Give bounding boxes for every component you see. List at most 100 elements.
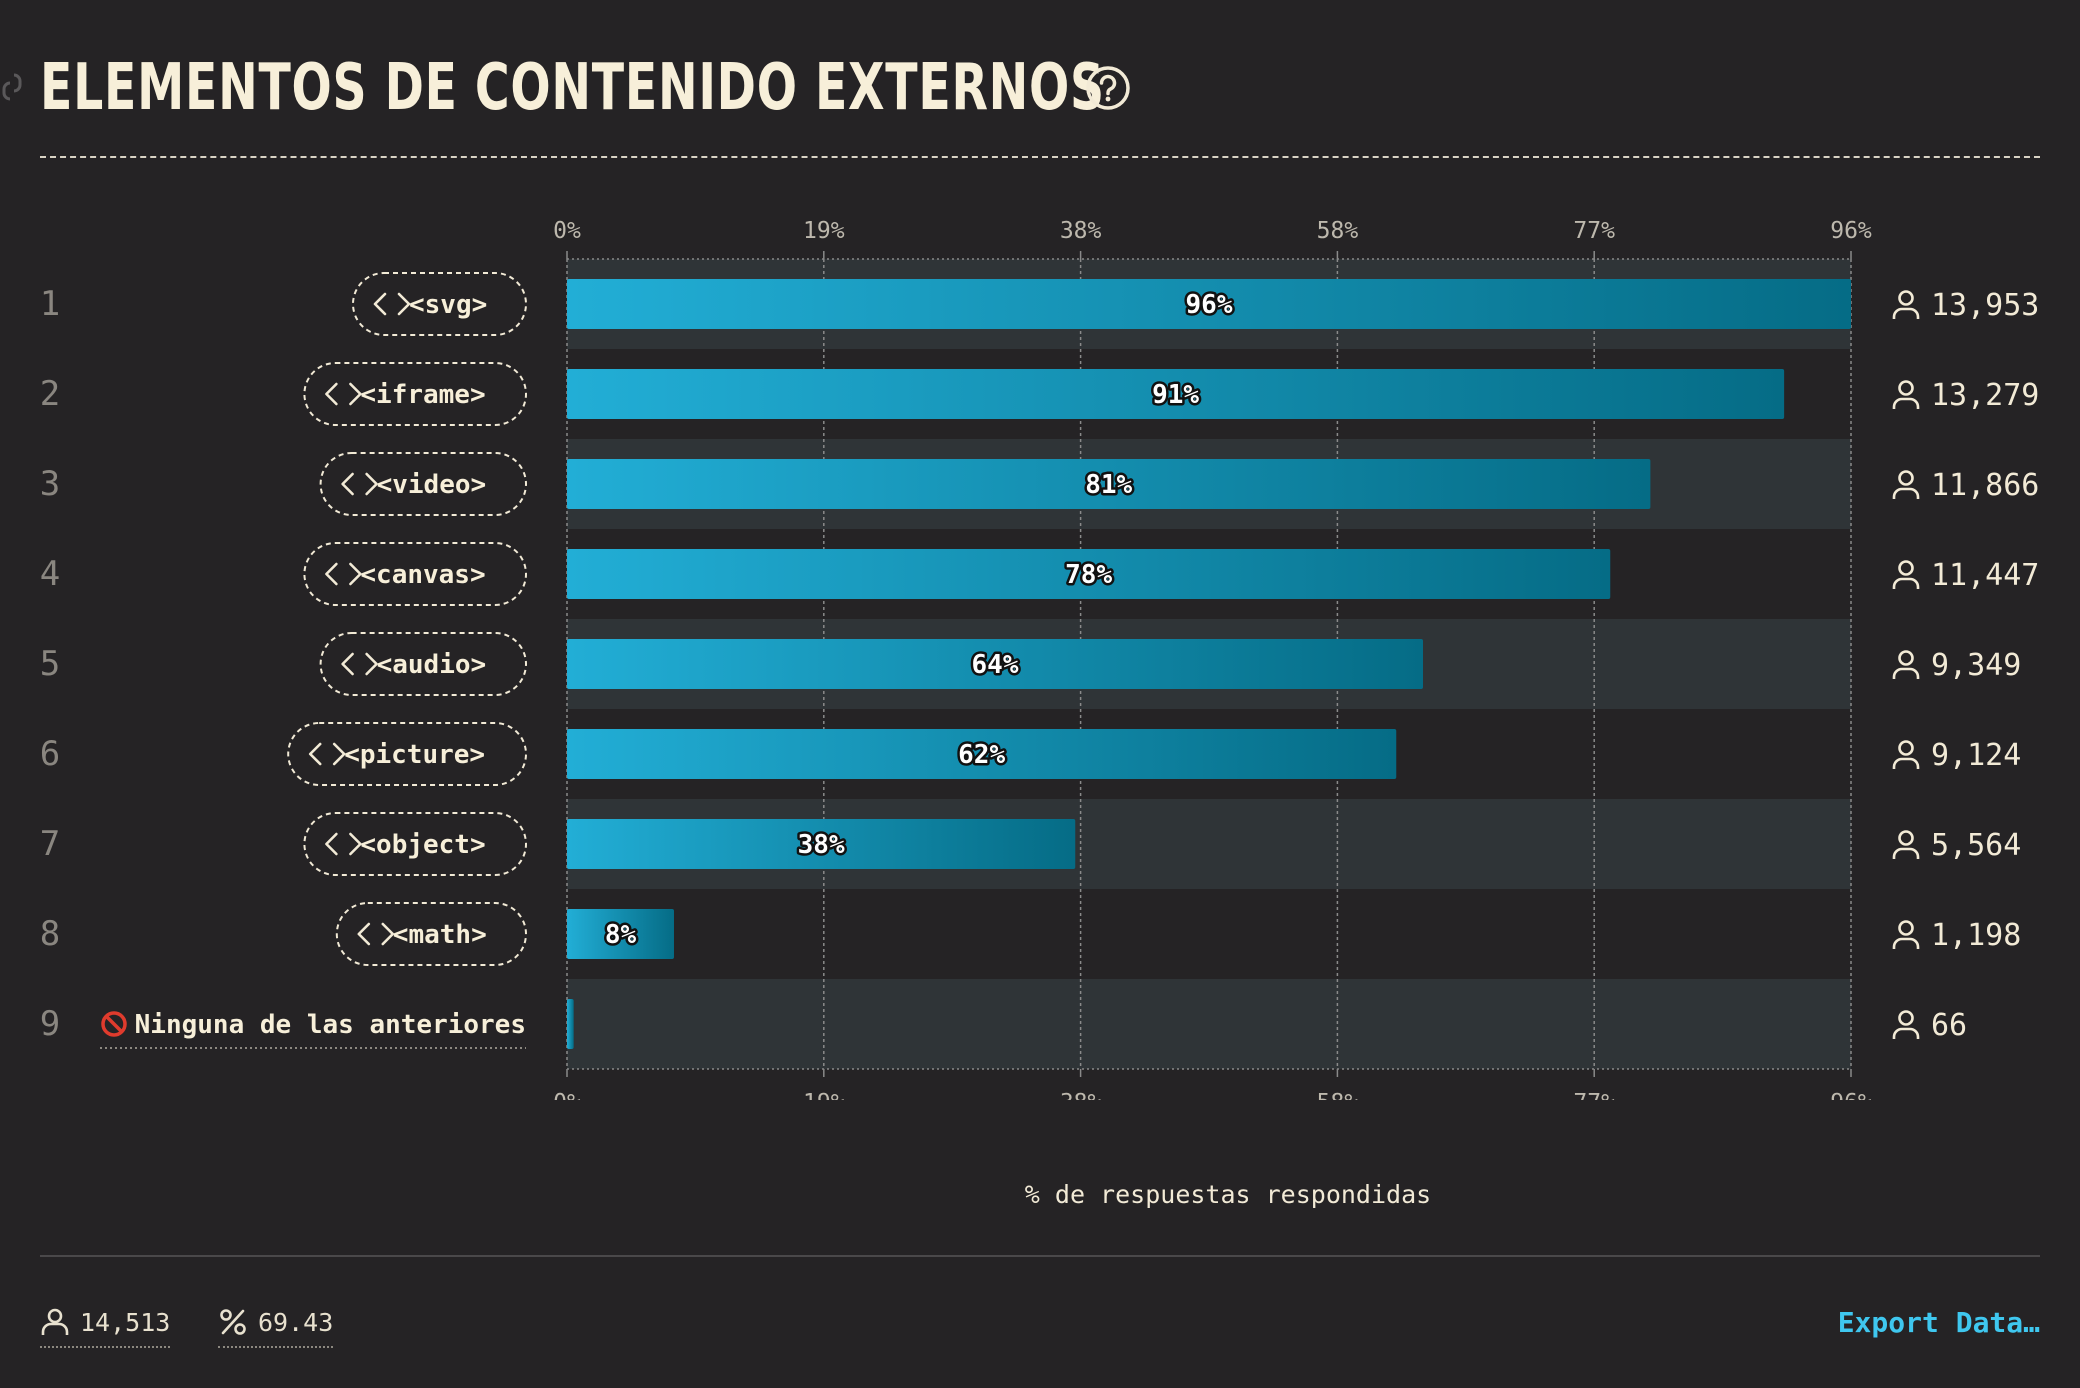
- count-value: 5,564: [1931, 828, 2021, 863]
- bar-chart: 96% 91% 81% 78% 64% 62% 38% 8% 0% 0% 19% 19% 38% 38%…: [40, 218, 2040, 1100]
- user-icon-body: [1892, 667, 1920, 679]
- user-icon-body: [1892, 1027, 1920, 1039]
- count-value: 9,124: [1931, 738, 2021, 773]
- respondents-count: 14,513: [80, 1307, 171, 1337]
- code-brackets-icon: [308, 742, 346, 766]
- code-brackets-icon: [325, 832, 362, 856]
- respondent-count: 13,279: [1892, 378, 2039, 413]
- user-icon: [1898, 290, 1914, 306]
- x-axis-label: % de respuestas respondidas: [1024, 1180, 1432, 1209]
- count-value: 13,279: [1931, 378, 2039, 413]
- user-icon-body: [1892, 307, 1920, 319]
- respondent-count: 11,866: [1892, 468, 2039, 503]
- count-value: 1,198: [1931, 918, 2021, 953]
- bar: [567, 549, 1611, 599]
- user-icon: [1898, 560, 1914, 576]
- chip-outline: [319, 632, 527, 696]
- chip-outline: [303, 362, 527, 426]
- user-icon: [1898, 650, 1914, 666]
- count-value: 11,866: [1931, 468, 2039, 503]
- x-tick-label-top: 77%: [1573, 218, 1615, 244]
- bar: [567, 909, 674, 959]
- bar-value-label: 91%: [1152, 380, 1199, 410]
- title-divider: [40, 156, 2040, 158]
- chip-outline: [319, 452, 527, 516]
- x-tick-label-bottom: 77%: [1573, 1090, 1615, 1100]
- x-tick-label-top: 38%: [1060, 218, 1102, 244]
- footer-divider: [40, 1255, 2040, 1257]
- none-option: Ninguna de las anteriores: [100, 1010, 526, 1049]
- rank-number: 1: [40, 284, 60, 324]
- x-tick-label-bottom: 96%: [1830, 1090, 1872, 1100]
- element-label: <object>: [360, 830, 485, 860]
- user-icon-body: [1892, 397, 1920, 409]
- count-value: 11,447: [1931, 558, 2039, 593]
- user-icon: [1898, 830, 1914, 846]
- user-icon: [1898, 470, 1914, 486]
- bar: [567, 639, 1423, 689]
- element-label: <svg>: [409, 290, 487, 320]
- element-label: <video>: [377, 470, 487, 500]
- x-tick-label-top: 58%: [1317, 218, 1359, 244]
- rank-number: 6: [40, 734, 60, 774]
- rank-number: 9: [40, 1004, 60, 1044]
- user-icon: [1898, 380, 1914, 396]
- link-icon[interactable]: [0, 72, 22, 102]
- x-tick-label-top: 19%: [803, 218, 845, 244]
- x-tick-label-bottom: 0%: [553, 1090, 581, 1100]
- code-brackets-icon: [325, 382, 362, 406]
- export-data-link[interactable]: Export Data…: [1837, 1306, 2040, 1339]
- chip-outline: [303, 812, 527, 876]
- rank-number: 4: [40, 554, 60, 594]
- element-chip: <iframe>: [303, 362, 527, 426]
- bar-value-label: 96%: [1186, 290, 1233, 320]
- x-tick-label-top: 96%: [1830, 218, 1872, 244]
- respondents-stat[interactable]: 14,513: [40, 1302, 171, 1348]
- code-brackets-icon: [341, 652, 378, 676]
- page-title: ELEMENTOS DE CONTENIDO EXTERNOS: [40, 51, 1105, 125]
- code-brackets-icon: [325, 562, 362, 586]
- respondent-count: 9,124: [1892, 738, 2021, 773]
- bar: [567, 279, 1851, 329]
- help-icon[interactable]: [1084, 64, 1132, 112]
- bar: [567, 459, 1651, 509]
- chip-outline: [287, 722, 528, 786]
- code-brackets-icon: [373, 292, 411, 316]
- rank-number: 8: [40, 914, 60, 954]
- respondent-count: 1,198: [1892, 918, 2021, 953]
- element-chip: <math>: [335, 902, 527, 966]
- respondent-count: 13,953: [1892, 288, 2039, 323]
- element-label: <audio>: [377, 650, 487, 680]
- element-chip: <canvas>: [303, 542, 527, 606]
- chip-outline: [352, 272, 527, 336]
- rank-number: 7: [40, 824, 60, 864]
- bar: [567, 369, 1785, 419]
- user-icon: [41, 1308, 69, 1335]
- none-option-label: Ninguna de las anteriores: [135, 1010, 526, 1040]
- element-chip: <audio>: [319, 632, 527, 696]
- x-tick-label-top: 0%: [553, 218, 581, 244]
- percent-icon: [220, 1309, 246, 1335]
- count-value: 66: [1931, 1008, 1967, 1043]
- row-band: [567, 979, 1851, 1069]
- rank-number: 5: [40, 644, 60, 684]
- bar-value-label: 62%: [958, 740, 1005, 770]
- count-value: 9,349: [1931, 648, 2021, 683]
- bar-value-label: 8%: [605, 920, 637, 950]
- element-label: <canvas>: [360, 560, 485, 590]
- chip-outline: [303, 542, 527, 606]
- element-label: <math>: [393, 920, 487, 950]
- x-tick-label-bottom: 58%: [1317, 1090, 1359, 1100]
- user-icon-body: [1892, 487, 1920, 499]
- bar-value-label: 81%: [1085, 470, 1132, 500]
- element-label: <iframe>: [360, 380, 485, 410]
- bar-value-label: 38%: [798, 830, 845, 860]
- prohibited-icon-slash: [105, 1015, 123, 1033]
- bar: [567, 819, 1076, 869]
- completion-value: 69.43: [258, 1307, 334, 1337]
- completion-stat[interactable]: 69.43: [218, 1302, 334, 1348]
- user-icon-body: [1892, 757, 1920, 769]
- x-tick-label-bottom: 38%: [1060, 1090, 1102, 1100]
- user-icon-body: [1892, 847, 1920, 859]
- element-chip: <svg>: [352, 272, 527, 336]
